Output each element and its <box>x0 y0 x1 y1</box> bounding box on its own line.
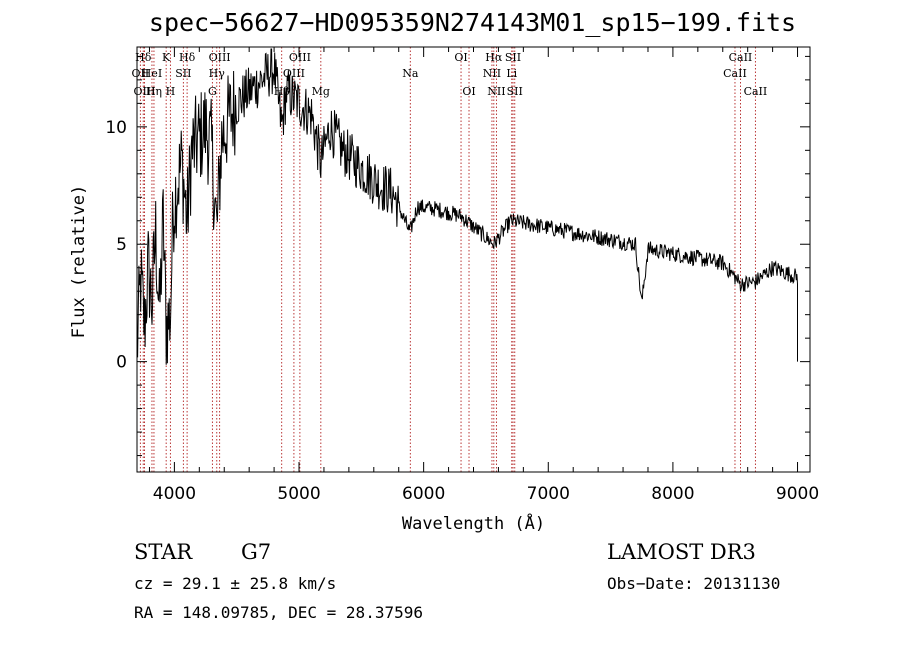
line-label-oiii: OIII <box>209 51 231 64</box>
line-label-k: K <box>162 51 171 64</box>
obs-date-text: Obs−Date: 20131130 <box>607 574 781 593</box>
coordinates-text: RA = 148.09785, DEC = 28.37596 <box>134 603 423 622</box>
line-label-oi: OI <box>462 85 475 98</box>
y-axis-label: Flux (relative) <box>69 185 89 339</box>
y-tick-label: 10 <box>105 118 127 138</box>
line-label-sii: SII <box>507 85 523 98</box>
line-label-g: G <box>208 85 217 98</box>
plot-frame <box>136 46 811 473</box>
y-tick-label: 5 <box>116 235 127 255</box>
x-tick-label: 9000 <box>776 484 819 504</box>
line-label-caii: CaII <box>723 67 747 80</box>
x-tick-label: 8000 <box>651 484 694 504</box>
flux-series-line <box>136 48 798 365</box>
line-label-oi: OI <box>454 51 467 64</box>
line-label-oii: OII <box>132 67 150 80</box>
y-tick-label: 0 <box>116 353 127 373</box>
spectral-line-markers <box>139 47 756 472</box>
line-label-li: Li <box>506 67 517 80</box>
line-label-caii: CaII <box>729 51 753 64</box>
line-label-hα: Hα <box>485 51 503 64</box>
line-label-oiii: OIII <box>283 67 305 80</box>
redshift-text: cz = 29.1 ± 25.8 km/s <box>134 574 337 593</box>
x-tick-label: 4000 <box>153 484 196 504</box>
survey-name: LAMOST DR3 <box>607 540 756 564</box>
object-class: STAR <box>134 540 193 564</box>
line-label-na: Na <box>402 67 419 80</box>
x-tick-label: 7000 <box>527 484 570 504</box>
line-label-hδ: Hδ <box>179 51 196 64</box>
x-tick-label: 6000 <box>402 484 445 504</box>
axis-ticks <box>137 47 810 472</box>
line-label-hδ: Hδ <box>135 51 152 64</box>
line-label-hγ: Hγ <box>209 67 226 80</box>
line-label-oiii: OIII <box>289 51 311 64</box>
line-label-hη: Hη <box>146 85 162 98</box>
line-label-sii: SII <box>175 67 191 80</box>
line-label-oiii: OIII <box>133 85 155 98</box>
object-subclass: G7 <box>241 540 272 564</box>
x-tick-label: 5000 <box>277 484 320 504</box>
line-label-caii: CaII <box>744 85 768 98</box>
line-label-nii: NII <box>483 67 501 80</box>
line-label-sii: SII <box>505 51 521 64</box>
line-label-nii: NII <box>487 85 505 98</box>
chart-title: spec−56627−HD095359N274143M01_sp15−199.f… <box>148 8 797 37</box>
x-axis-label: Wavelength (Å) <box>402 512 545 534</box>
axis-tick-labels: 4000 5000 6000 7000 8000 9000 0 5 10 <box>105 118 819 504</box>
line-label-mg: Mg <box>312 85 330 98</box>
line-label-hei: HeI <box>142 67 162 80</box>
line-label-h: H <box>166 85 176 98</box>
